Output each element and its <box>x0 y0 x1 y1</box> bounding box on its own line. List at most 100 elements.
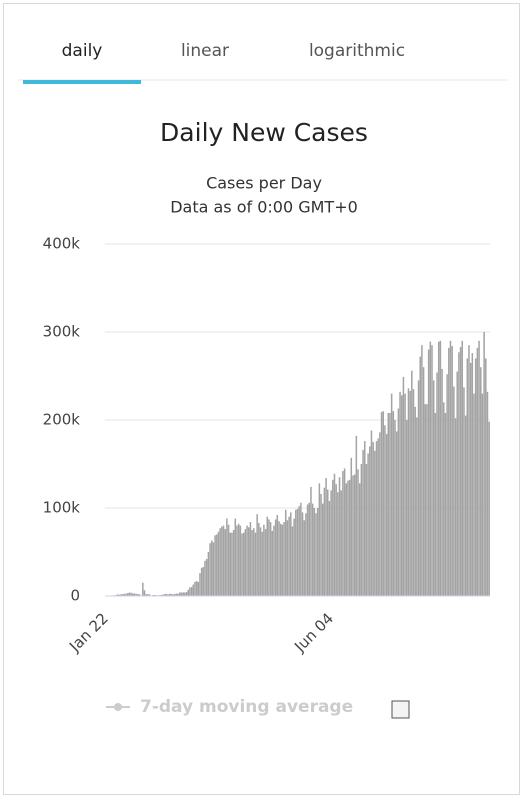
bar <box>459 346 462 596</box>
bar <box>276 515 279 596</box>
tab-label[interactable]: logarithmic <box>309 41 405 61</box>
bar <box>377 438 379 596</box>
bar <box>394 420 396 596</box>
bar <box>234 518 237 596</box>
bar <box>338 477 341 596</box>
bar <box>168 593 171 596</box>
bar <box>163 594 166 596</box>
bar <box>195 581 198 596</box>
bar <box>409 390 411 596</box>
bar <box>214 535 216 596</box>
bar <box>478 340 480 596</box>
bar <box>174 594 176 596</box>
bar <box>370 430 373 596</box>
x-tick-label: Jan 22 <box>65 609 112 656</box>
bar <box>434 412 437 596</box>
bar <box>308 502 311 596</box>
bar <box>244 529 247 596</box>
bar <box>180 592 183 596</box>
bar <box>406 420 408 596</box>
bar <box>486 391 489 596</box>
bar <box>337 492 339 596</box>
bar <box>320 493 322 596</box>
legend-label[interactable]: 7-day moving average <box>140 697 353 717</box>
bar <box>278 521 280 596</box>
bar <box>454 418 457 596</box>
bar <box>273 525 275 596</box>
bar <box>187 589 189 596</box>
bar <box>145 594 147 596</box>
bar <box>269 522 272 596</box>
bar <box>363 441 366 596</box>
bar <box>296 508 299 596</box>
bar <box>284 509 287 596</box>
tab-label[interactable]: daily <box>62 41 103 61</box>
bar <box>385 434 388 596</box>
bar <box>414 406 416 596</box>
bar <box>126 593 129 596</box>
bar <box>116 594 119 596</box>
bar <box>143 590 146 596</box>
legend-checkbox[interactable] <box>391 700 410 719</box>
bar <box>471 353 474 596</box>
bar <box>142 582 144 596</box>
bar <box>305 513 307 596</box>
tab-label[interactable]: linear <box>181 41 229 61</box>
bar <box>325 478 327 596</box>
bar <box>342 471 344 596</box>
bar <box>306 504 309 596</box>
bar <box>318 483 321 596</box>
bar <box>352 475 354 596</box>
y-tick-label: 100k <box>43 499 81 517</box>
bar <box>476 347 479 596</box>
bar <box>429 341 432 596</box>
bar <box>167 594 169 596</box>
bar <box>439 340 442 596</box>
bar <box>451 346 453 596</box>
bar <box>179 592 181 596</box>
bar <box>253 528 255 596</box>
bar <box>399 391 401 596</box>
bar <box>323 487 326 596</box>
bar <box>350 457 353 596</box>
bar <box>382 411 384 596</box>
bar <box>281 524 284 596</box>
y-tick-label: 400k <box>43 235 81 253</box>
bar <box>293 518 295 596</box>
bar <box>189 587 191 596</box>
bar <box>222 525 225 596</box>
bar <box>197 581 200 596</box>
bar <box>310 486 312 596</box>
bar <box>212 542 215 596</box>
bar <box>437 341 440 596</box>
bar <box>380 412 383 596</box>
bar <box>227 524 230 596</box>
bar <box>241 533 243 596</box>
bar <box>431 345 433 596</box>
bar <box>347 480 349 596</box>
bar <box>264 529 267 596</box>
bar <box>242 532 245 596</box>
bar <box>279 523 282 596</box>
bar <box>120 594 122 596</box>
bar <box>121 594 124 596</box>
bar <box>251 530 253 596</box>
bar <box>379 432 381 596</box>
bar <box>419 356 421 596</box>
bar <box>407 388 410 596</box>
bar <box>485 358 487 596</box>
bar <box>226 518 228 596</box>
bar <box>436 372 438 596</box>
chart-subtitle: Data as of 0:00 GMT+0 <box>170 198 358 217</box>
bar <box>182 592 184 596</box>
bar <box>360 464 363 596</box>
bar <box>274 519 277 596</box>
bar <box>328 500 331 596</box>
bar <box>330 490 332 596</box>
bar <box>448 347 450 596</box>
bar <box>290 512 292 596</box>
bar <box>453 386 455 596</box>
bar <box>266 516 268 596</box>
bar <box>205 559 208 596</box>
bar <box>473 393 475 596</box>
